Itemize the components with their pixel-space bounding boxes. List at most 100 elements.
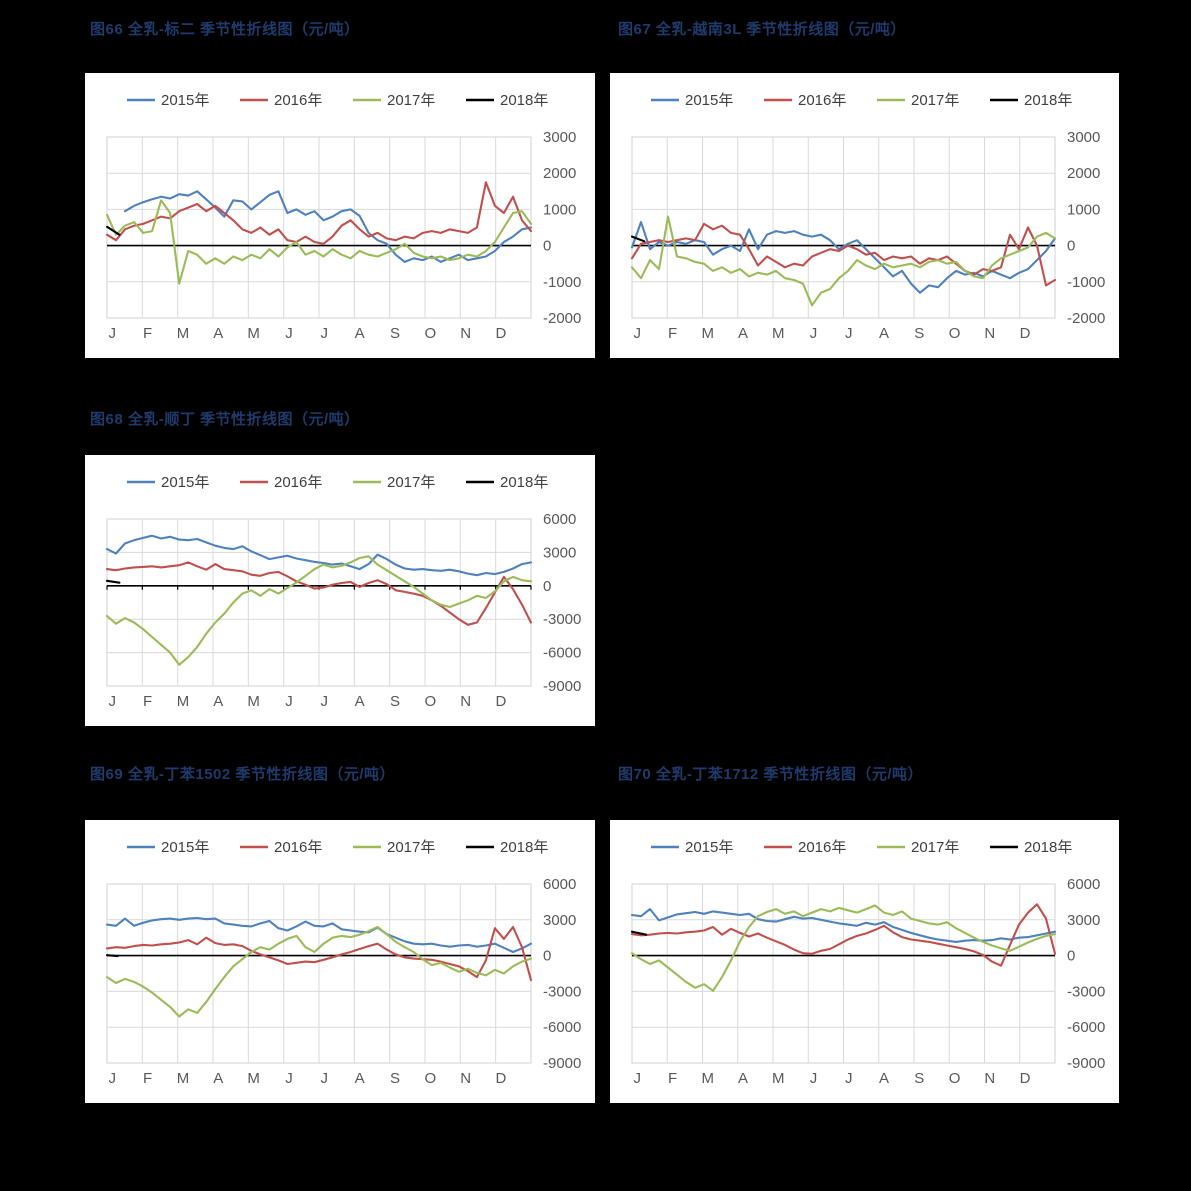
gridlines: [106, 518, 532, 687]
legend-label: 2017年: [911, 92, 959, 109]
y-tick-label: -9000: [543, 678, 581, 695]
figure-title-69: 图69 全乳-丁苯1502 季节性折线图（元/吨）: [90, 766, 396, 783]
x-tick-label: A: [355, 1070, 365, 1087]
y-tick-label: -1000: [543, 274, 581, 291]
legend-label: 2015年: [161, 92, 209, 109]
x-tick-label: O: [424, 1070, 436, 1087]
y-tick-label: -6000: [1067, 1019, 1105, 1036]
x-tick-label: A: [213, 693, 223, 710]
figure-title-70: 图70 全乳-丁苯1712 季节性折线图（元/吨）: [618, 766, 924, 783]
x-tick-label: J: [285, 693, 293, 710]
legend-label: 2016年: [274, 474, 322, 491]
y-tick-label: 2000: [1067, 165, 1100, 182]
x-tick-label: M: [177, 1070, 190, 1087]
y-tick-label: 0: [543, 578, 551, 595]
series-line-2015年: [105, 534, 533, 577]
legend: 2015年 2016年 2017年 2018年: [127, 474, 548, 491]
legend-label: 2018年: [500, 839, 548, 856]
chart-fig66: 2015年 2016年 2017年 2018年 3000 2000 1000 0 -1000 -2…: [85, 73, 595, 358]
x-tick-label: S: [390, 1070, 400, 1087]
series-line-2015年: [123, 190, 533, 263]
x-tick-label: O: [424, 325, 436, 342]
y-tick-label: 0: [1067, 238, 1075, 255]
series-line-2017年: [105, 199, 533, 285]
x-tick-label: D: [496, 325, 507, 342]
figure-title-67: 图67 全乳-越南3L 季节性折线图（元/吨）: [618, 21, 906, 38]
fig69-plot: 2015年 2016年 2017年 2018年 6000 3000 0 -3000 -6000 -…: [105, 839, 581, 1087]
x-tick-label: M: [702, 1070, 715, 1087]
y-tick-label: 3000: [1067, 912, 1100, 929]
x-tick-label: O: [424, 693, 436, 710]
x-tick-label: J: [109, 1070, 117, 1087]
x-tick-label: O: [949, 1070, 961, 1087]
x-tick-label: J: [321, 1070, 329, 1087]
x-tick-label: J: [845, 325, 853, 342]
x-tick-label: M: [772, 1070, 785, 1087]
legend: 2015年 2016年 2017年 2018年: [651, 839, 1072, 856]
x-tick-label: J: [845, 1070, 853, 1087]
y-tick-label: 0: [1067, 948, 1075, 965]
legend-label: 2018年: [1024, 839, 1072, 856]
legend-label: 2018年: [1024, 92, 1072, 109]
series-line-2017年: [105, 925, 533, 1018]
legend-label: 2016年: [274, 839, 322, 856]
legend-label: 2015年: [685, 839, 733, 856]
legend-label: 2015年: [685, 92, 733, 109]
y-tick-label: 6000: [1067, 876, 1100, 893]
y-tick-label: -3000: [1067, 983, 1105, 1000]
figure-title-66: 图66 全乳-标二 季节性折线图（元/吨）: [90, 21, 360, 38]
y-tick-label: 1000: [1067, 201, 1100, 218]
x-tick-label: J: [285, 1070, 293, 1087]
series-line-2016年: [105, 181, 533, 245]
y-tick-label: -1000: [1067, 274, 1105, 291]
y-tick-label: -6000: [543, 645, 581, 662]
y-tick-label: 0: [543, 948, 551, 965]
series-line-2018年: [630, 930, 648, 936]
series-line-2017年: [630, 904, 1057, 992]
x-tick-label: J: [634, 1070, 642, 1087]
legend: 2015年 2016年 2017年 2018年: [127, 92, 548, 109]
x-tick-label: S: [914, 1070, 924, 1087]
y-tick-label: -2000: [543, 310, 581, 327]
x-tick-label: A: [879, 325, 889, 342]
y-tick-label: 0: [543, 238, 551, 255]
x-tick-label: N: [984, 325, 995, 342]
legend-label: 2017年: [387, 474, 435, 491]
x-tick-label: S: [390, 693, 400, 710]
x-tick-label: M: [177, 693, 190, 710]
x-tick-label: M: [702, 325, 715, 342]
x-tick-label: A: [879, 1070, 889, 1087]
legend-label: 2015年: [161, 474, 209, 491]
y-tick-label: 3000: [543, 912, 576, 929]
gridlines: [106, 136, 532, 319]
series-line-2017年: [105, 555, 533, 666]
legend-label: 2017年: [387, 92, 435, 109]
x-tick-label: F: [668, 1070, 677, 1087]
legend-label: 2016年: [274, 92, 322, 109]
series-line-2016年: [105, 561, 533, 626]
x-tick-label: F: [143, 693, 152, 710]
x-tick-label: A: [738, 1070, 748, 1087]
x-tick-label: F: [143, 325, 152, 342]
x-tick-label: S: [914, 325, 924, 342]
chart-fig68: 2015年 2016年 2017年 2018年 6000 3000 0 -3000 -6000 -…: [85, 455, 595, 726]
series-line-2018年: [105, 954, 119, 958]
y-tick-label: -9000: [1067, 1055, 1105, 1072]
series-line-2015年: [105, 916, 533, 954]
series-line-2016年: [105, 925, 533, 982]
x-tick-label: J: [109, 693, 117, 710]
gridlines: [106, 883, 532, 1064]
x-tick-label: J: [810, 325, 818, 342]
x-tick-label: N: [460, 1070, 471, 1087]
legend-label: 2018年: [500, 474, 548, 491]
x-tick-label: J: [634, 325, 642, 342]
gridlines: [631, 136, 1056, 319]
y-tick-label: 3000: [543, 544, 576, 561]
legend: 2015年 2016年 2017年 2018年: [651, 92, 1072, 109]
x-tick-label: J: [285, 325, 293, 342]
x-tick-label: D: [1020, 325, 1031, 342]
x-tick-label: A: [213, 1070, 223, 1087]
fig70-plot: 2015年 2016年 2017年 2018年 6000 3000 0 -3000 -6000 -…: [630, 839, 1105, 1087]
y-tick-label: 6000: [543, 511, 576, 528]
x-tick-label: M: [247, 1070, 260, 1087]
